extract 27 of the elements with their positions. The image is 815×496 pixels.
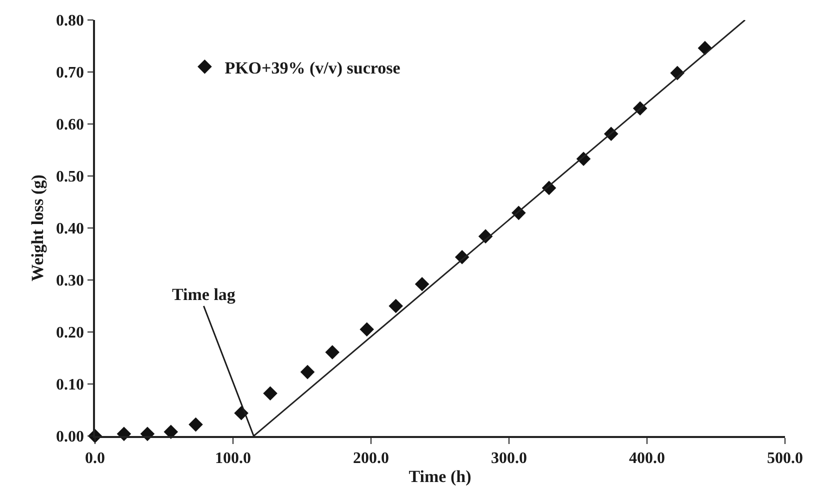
point xyxy=(164,424,178,439)
x-tick-label: 0.0 xyxy=(85,450,105,467)
x-tick-label: 100.0 xyxy=(215,450,251,467)
y-tick-label: 0.40 xyxy=(56,220,84,238)
x-tick-label: 200.0 xyxy=(353,450,389,467)
point xyxy=(388,298,403,314)
x-tick-label: 300.0 xyxy=(491,450,527,467)
point xyxy=(325,345,340,360)
x-axis-title: Time (h) xyxy=(408,466,472,486)
y-tick-label: 0.30 xyxy=(56,272,84,290)
point xyxy=(300,364,315,380)
point xyxy=(188,417,203,432)
y-tick-label: 0.20 xyxy=(56,324,84,342)
y-tick-label: 0.80 xyxy=(56,12,84,30)
legend-label: PKO+39% (v/v) sucrose xyxy=(224,58,401,78)
point xyxy=(360,322,374,337)
point xyxy=(263,386,278,401)
y-tick-label: 0.50 xyxy=(56,168,84,186)
y-tick-label: 0.00 xyxy=(56,428,84,446)
x-tick-label: 400.0 xyxy=(629,450,665,467)
point xyxy=(414,277,430,292)
y-axis-title: Weight loss (g) xyxy=(28,174,48,282)
annotation: Time lag xyxy=(172,285,236,304)
y-tick-label: 0.70 xyxy=(56,64,84,82)
y-tick-label: 0.60 xyxy=(56,116,84,134)
y-tick-label: 0.10 xyxy=(56,376,84,394)
x-tick-label: 500.0 xyxy=(767,450,803,467)
